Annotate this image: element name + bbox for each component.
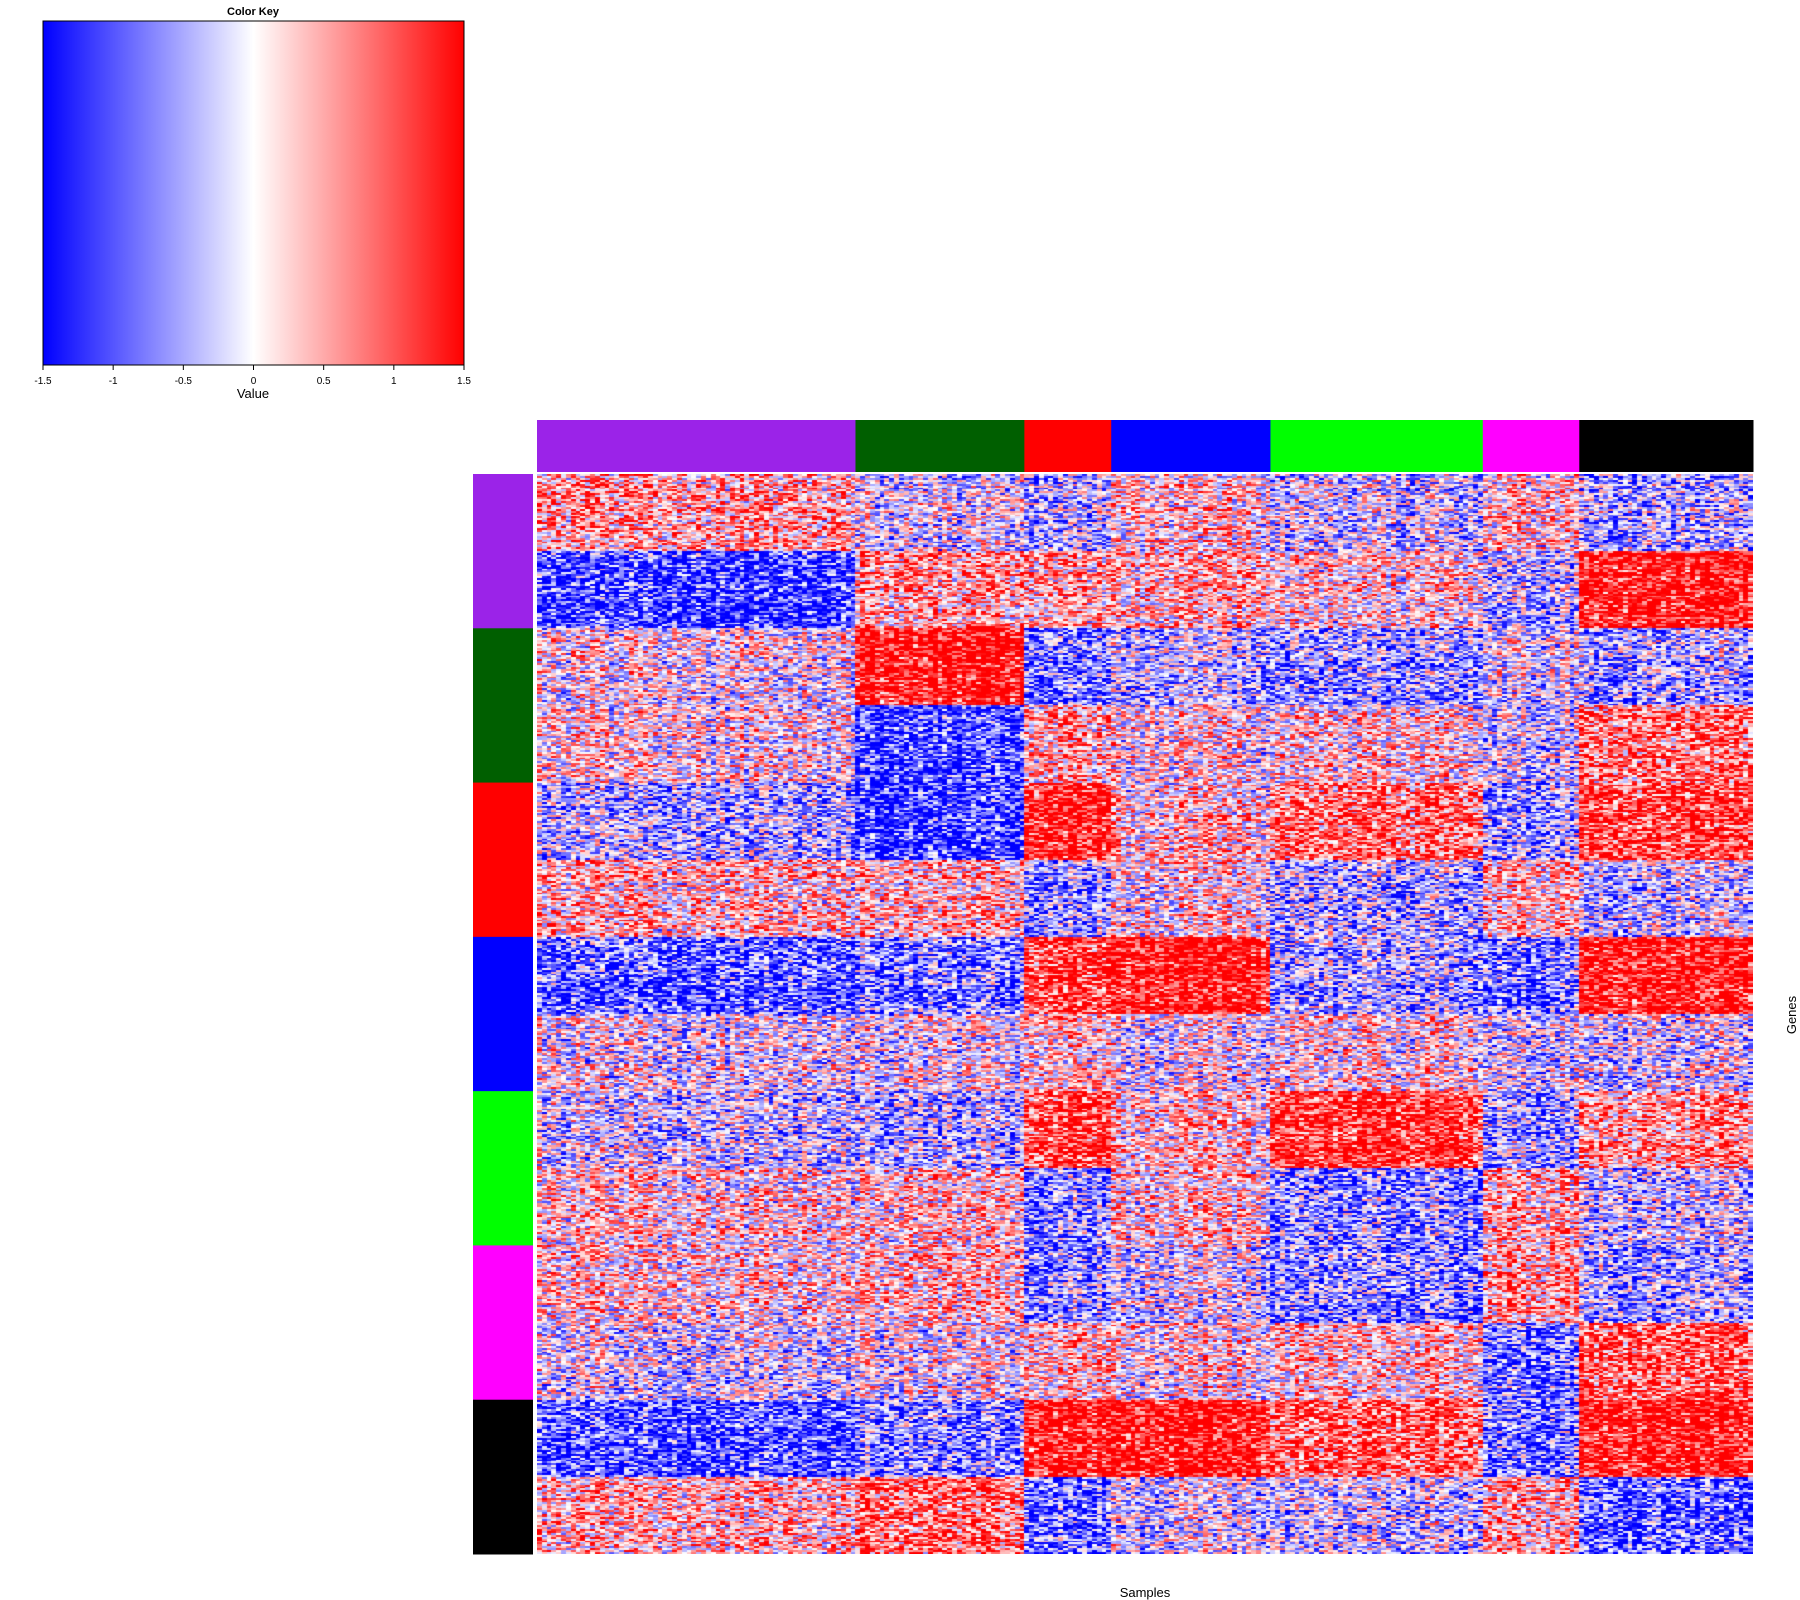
column-group-bar-4: [1111, 420, 1271, 472]
column-group-bar-7: [1579, 420, 1754, 472]
row-side-colors: [473, 474, 533, 1555]
color-key-tick-label: 1: [391, 376, 397, 387]
row-group-bar-7: [473, 1399, 533, 1555]
color-key: Color Key -1.5 -1 -0.5 0 0.5 1 1.5 Value: [34, 6, 471, 401]
color-key-tick-label: 0: [251, 376, 257, 387]
column-group-bar-6: [1482, 420, 1580, 472]
color-key-tick-label: -1.5: [34, 376, 52, 387]
color-key-title: Color Key: [227, 6, 280, 18]
color-key-ticks: -1.5 -1 -0.5 0 0.5 1 1.5: [34, 365, 471, 387]
color-key-tick-label: -0.5: [175, 376, 193, 387]
heatmap-matrix: [537, 474, 1753, 1554]
color-key-xlabel: Value: [237, 386, 269, 401]
column-group-bar-5: [1270, 420, 1484, 472]
row-group-bar-5: [473, 1091, 533, 1246]
y-axis-label: Genes: [1784, 995, 1799, 1034]
row-group-bar-3: [473, 782, 533, 938]
color-key-tick-label: 1.5: [457, 376, 471, 387]
color-key-tick-label: -1: [109, 376, 118, 387]
column-group-bar-2: [855, 420, 1025, 472]
column-group-bar-1: [537, 420, 856, 472]
row-group-bar-1: [473, 474, 533, 629]
row-group-bar-6: [473, 1245, 533, 1401]
row-group-bar-4: [473, 936, 533, 1092]
color-key-gradient: [42, 20, 465, 366]
heatmap-cells: [537, 474, 1753, 1554]
color-key-tick-label: 0.5: [317, 376, 331, 387]
column-side-colors: [537, 420, 1754, 472]
row-group-bar-2: [473, 628, 533, 784]
x-axis-label: Samples: [1120, 1585, 1171, 1600]
column-group-bar-3: [1024, 420, 1112, 472]
